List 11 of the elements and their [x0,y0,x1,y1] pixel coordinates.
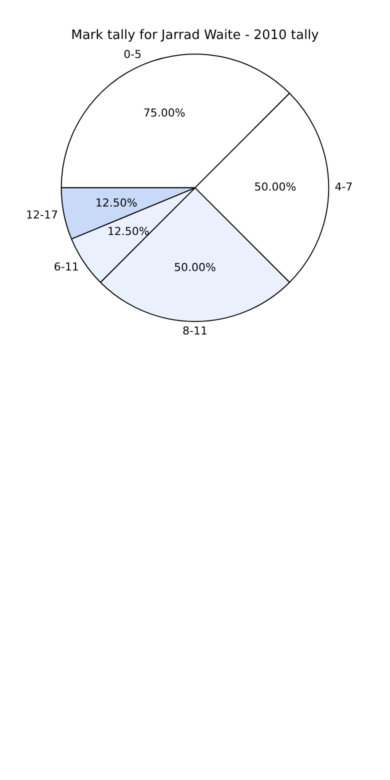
slice-label: 4-7 [334,180,353,194]
slice-label: 0-5 [124,48,142,61]
chart-title: Mark tally for Jarrad Waite - 2010 tally [71,28,320,44]
data-label: 50.00% [254,180,296,194]
data-label: 75.00% [143,106,186,120]
data-label: 50.00% [174,260,216,274]
data-label: 12.50% [107,225,150,238]
slice-label: 8-11 [182,324,208,338]
slice-label: 6-11 [54,260,79,274]
data-label: 12.50% [95,196,138,210]
slice-label: 12-17 [26,208,58,222]
